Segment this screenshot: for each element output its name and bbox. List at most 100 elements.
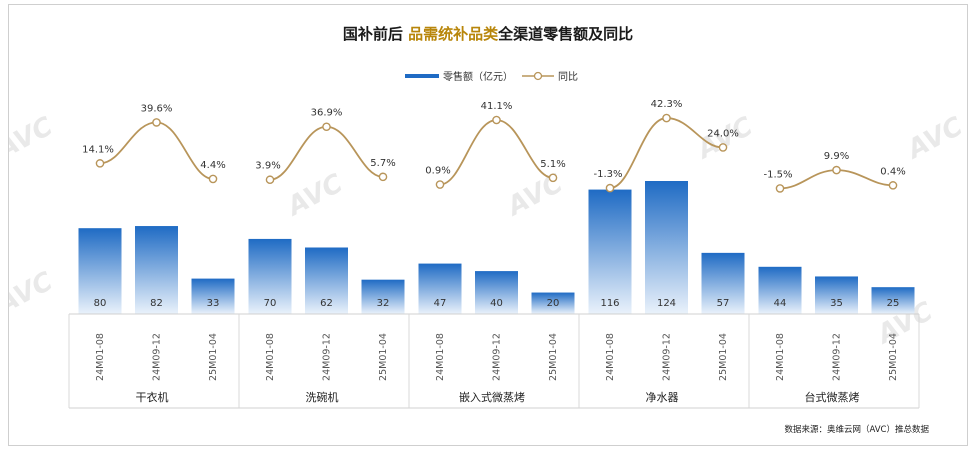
bar <box>248 238 292 314</box>
bar <box>135 226 178 314</box>
bar-value-label: 82 <box>150 298 163 309</box>
yoy-value-label: 5.7% <box>370 158 395 169</box>
bar-value-label: 124 <box>657 298 676 309</box>
bar <box>701 252 745 314</box>
yoy-value-label: 41.1% <box>481 101 513 112</box>
yoy-point <box>662 113 671 123</box>
legend-line-marker <box>533 71 543 81</box>
line-series: 14.1% 39.6% 4.4% 3.9% 36.9% 5.7% 0.9% 41.1% 5.1%… <box>82 99 906 193</box>
period-tick-label: 25M01-04 <box>378 333 389 381</box>
bar-value-label: 33 <box>207 298 220 309</box>
yoy-value-label: -1.5% <box>763 169 792 180</box>
yoy-point <box>208 174 218 184</box>
yoy-value-label: 0.9% <box>425 166 450 177</box>
bar-value-label: 25 <box>887 298 900 309</box>
legend-bar-label: 零售额（亿元） <box>443 70 513 83</box>
yoy-point <box>378 172 388 182</box>
period-tick-label: 24M01-08 <box>265 333 276 381</box>
yoy-point <box>548 173 558 183</box>
watermark-text: AVC <box>501 168 568 222</box>
bar <box>78 228 122 314</box>
yoy-value-label: 39.6% <box>141 103 173 114</box>
bar <box>361 279 405 314</box>
yoy-value-label: 3.9% <box>255 161 280 172</box>
bar <box>418 263 462 314</box>
bar <box>531 292 575 314</box>
yoy-value-label: 9.9% <box>824 151 849 162</box>
bar-value-label: 80 <box>94 298 107 309</box>
group-label: 台式微蒸烤 <box>805 390 860 404</box>
yoy-point <box>718 143 728 152</box>
title-prefix: 国补前后 <box>343 25 408 43</box>
yoy-value-label: 24.0% <box>707 128 739 139</box>
chart-title: 国补前后 品需统补品类全渠道零售额及同比 <box>343 25 633 43</box>
bar-value-label: 35 <box>830 298 843 309</box>
bar-value-label: 40 <box>490 298 503 309</box>
period-tick-label: 24M09-12 <box>322 333 333 381</box>
period-tick-label: 24M09-12 <box>832 333 843 381</box>
period-tick-label: 24M01-08 <box>95 333 106 381</box>
bar-value-label: 116 <box>600 298 619 309</box>
bar <box>191 278 235 314</box>
period-tick-label: 24M09-12 <box>152 333 163 381</box>
yoy-value-label: -1.3% <box>593 169 622 180</box>
yoy-point <box>265 175 275 185</box>
bar <box>645 181 688 314</box>
source-note: 数据来源：奥维云网（AVC）推总数据 <box>784 424 929 435</box>
watermark-text: AVC <box>9 111 58 165</box>
group-label: 嵌入式微蒸烤 <box>459 390 525 404</box>
bar <box>871 287 915 314</box>
yoy-point <box>775 184 785 193</box>
category-axis: 24M01-08 24M09-12 25M01-04 干衣机 24M01-08 24M09… <box>68 313 920 409</box>
bar <box>815 276 858 314</box>
period-tick-label: 24M01-08 <box>775 333 786 381</box>
yoy-value-label: 14.1% <box>82 144 114 155</box>
yoy-point <box>322 122 331 132</box>
bar-value-label: 62 <box>320 298 333 309</box>
bar-value-label: 57 <box>717 298 730 309</box>
watermark-text: AVC <box>281 168 348 222</box>
yoy-value-label: 36.9% <box>311 108 343 119</box>
period-tick-label: 25M01-04 <box>888 333 899 381</box>
period-tick-label: 25M01-04 <box>208 333 219 381</box>
yoy-point <box>492 115 501 125</box>
bar-value-label: 20 <box>547 298 560 309</box>
period-tick-label: 24M09-12 <box>492 333 503 381</box>
yoy-point <box>152 118 161 127</box>
yoy-point <box>95 159 105 168</box>
watermark-text: AVC <box>901 111 967 165</box>
legend-bar-swatch <box>405 74 439 78</box>
bar <box>305 247 348 314</box>
bar-value-label: 47 <box>434 298 447 309</box>
group-label: 干衣机 <box>136 390 169 404</box>
yoy-line <box>439 119 554 186</box>
yoy-point <box>832 165 841 175</box>
period-tick-label: 24M09-12 <box>662 333 673 381</box>
watermark-text: AVC <box>9 266 58 320</box>
period-tick-label: 25M01-04 <box>718 333 729 381</box>
bar-value-label: 70 <box>264 298 277 309</box>
bar <box>475 271 518 314</box>
yoy-value-label: 42.3% <box>651 99 683 110</box>
yoy-value-label: 4.4% <box>200 160 225 171</box>
title-suffix: 全渠道零售额及同比 <box>497 25 633 43</box>
group-label: 洗碗机 <box>306 390 339 404</box>
title-accent: 品需统补品类 <box>408 25 499 43</box>
bar <box>758 266 802 314</box>
period-tick-label: 24M01-08 <box>435 333 446 381</box>
period-tick-label: 25M01-04 <box>548 333 559 381</box>
group-label: 净水器 <box>646 390 679 404</box>
legend: 零售额（亿元） 同比 <box>405 70 578 83</box>
yoy-value-label: 0.4% <box>880 166 905 177</box>
yoy-value-label: 5.1% <box>540 159 565 170</box>
yoy-line <box>99 121 214 180</box>
bar <box>588 189 632 314</box>
chart-frame: AVC AVC AVC AVC AVC AVC AVC 国补前后 品需统补品类全渠道零售额及… <box>8 4 968 446</box>
bar-value-label: 44 <box>774 298 787 309</box>
bar-series: 80 82 33 70 62 32 47 40 20 116 124 57 44 35 25 <box>78 181 915 314</box>
legend-line-label: 同比 <box>558 71 578 83</box>
yoy-point <box>888 181 898 190</box>
yoy-point <box>435 180 445 189</box>
period-tick-label: 24M01-08 <box>605 333 616 381</box>
